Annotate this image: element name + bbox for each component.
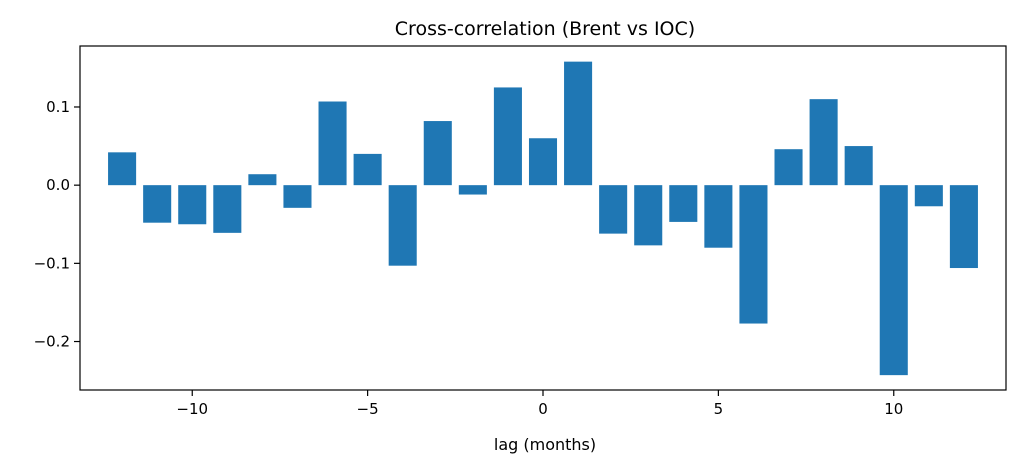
bar-lag--4 xyxy=(388,185,417,266)
bars xyxy=(108,61,978,376)
bar-lag-3 xyxy=(634,185,663,246)
bar-lag-5 xyxy=(704,185,733,248)
x-tick-label: 0 xyxy=(538,400,548,418)
bar-lag--5 xyxy=(353,153,382,186)
bar-lag--12 xyxy=(108,152,137,186)
x-axis: −10 −5 0 5 10 xyxy=(176,390,903,418)
bar-lag-1 xyxy=(564,61,593,186)
bar-lag-7 xyxy=(774,149,803,186)
bar-lag-8 xyxy=(809,99,838,186)
bar-lag-10 xyxy=(879,185,908,376)
x-tick-label: −10 xyxy=(176,400,208,418)
bar-lag--7 xyxy=(283,185,312,208)
y-tick-label: 0.0 xyxy=(46,176,70,194)
bar-lag--10 xyxy=(178,185,207,225)
bar-lag-9 xyxy=(844,146,873,186)
bar-lag-2 xyxy=(599,185,628,234)
bar-lag--3 xyxy=(423,121,452,186)
bar-lag-4 xyxy=(669,185,698,222)
x-tick-label: 10 xyxy=(884,400,903,418)
y-axis: 0.1 0.0 −0.1 −0.2 xyxy=(34,98,80,351)
bar-lag-12 xyxy=(949,185,978,269)
bar-lag-0 xyxy=(528,138,558,186)
y-tick-label: −0.2 xyxy=(34,333,70,351)
y-tick-label: 0.1 xyxy=(46,98,70,116)
bar-lag--6 xyxy=(318,101,347,186)
bar-lag-6 xyxy=(739,185,768,324)
bar-lag--11 xyxy=(143,185,172,223)
x-axis-label: lag (months) xyxy=(494,435,596,454)
bar-lag--2 xyxy=(458,185,487,195)
bar-lag--8 xyxy=(248,174,277,186)
x-tick-label: −5 xyxy=(357,400,379,418)
bar-lag--9 xyxy=(213,185,242,233)
chart-title: Cross-correlation (Brent vs IOC) xyxy=(395,18,695,40)
y-tick-label: −0.1 xyxy=(34,254,70,272)
x-tick-label: 5 xyxy=(714,400,724,418)
bar-lag-11 xyxy=(914,185,943,207)
bar-lag--1 xyxy=(493,87,522,186)
